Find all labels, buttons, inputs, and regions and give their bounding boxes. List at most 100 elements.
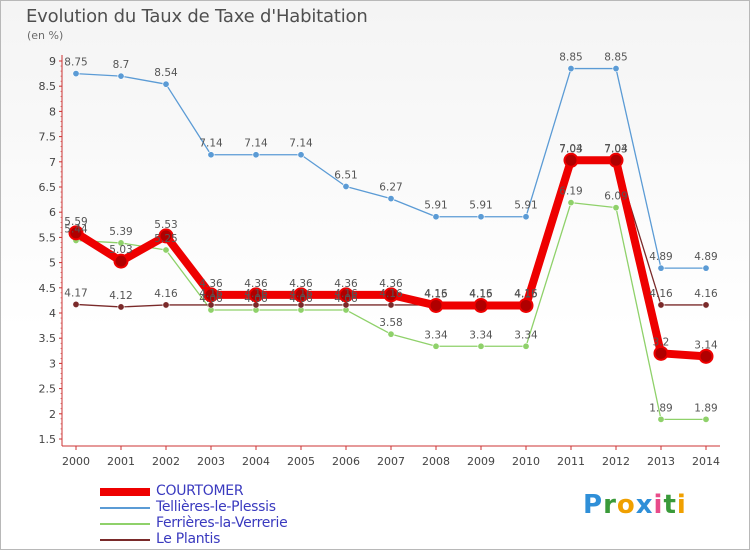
x-tick-label: 2013: [647, 455, 675, 468]
data-point: [657, 264, 665, 272]
data-point: [657, 415, 665, 423]
x-tick-label: 2006: [332, 455, 360, 468]
data-label: 4.36: [244, 278, 268, 290]
data-label: 4.16: [649, 288, 673, 300]
logo-letter: x: [635, 490, 654, 520]
data-point: [293, 287, 309, 303]
data-label: 5.44: [64, 223, 88, 235]
data-label: 4.36: [199, 278, 223, 290]
data-label: 6.27: [379, 182, 402, 194]
data-point: [563, 152, 579, 168]
unit-label: (en %): [27, 29, 64, 42]
y-tick-label: 6: [49, 206, 56, 219]
data-point: [518, 297, 534, 313]
data-point: [612, 65, 620, 73]
data-point: [387, 301, 395, 309]
data-label: 3.34: [514, 329, 538, 341]
data-label: 4.15: [514, 288, 537, 300]
logo-letter: o: [616, 490, 636, 520]
data-label: 3.34: [469, 329, 493, 341]
logo-letter: t: [663, 490, 677, 520]
data-point: [702, 415, 710, 423]
data-point: [203, 287, 219, 303]
data-label: 4.16: [154, 288, 178, 300]
data-label: 7.03: [559, 143, 582, 155]
legend-swatch: [100, 488, 150, 496]
data-label: 5.03: [109, 244, 132, 256]
data-label: 7.03: [604, 143, 627, 155]
data-label: 5.91: [424, 200, 447, 212]
data-label: 4.16: [244, 288, 268, 300]
data-point: [72, 70, 80, 78]
data-point: [342, 182, 350, 190]
data-point: [383, 287, 399, 303]
logo-letter: P: [583, 490, 604, 520]
x-tick-label: 2012: [602, 455, 630, 468]
data-label: 8.85: [604, 52, 627, 64]
data-label: 3.2: [653, 336, 670, 348]
y-tick-label: 9: [49, 55, 56, 68]
data-point: [522, 342, 530, 350]
data-label: 8.54: [154, 67, 178, 79]
data-label: 4.16: [424, 288, 448, 300]
y-tick-label: 7: [49, 156, 56, 169]
y-tick-label: 7.5: [39, 131, 57, 144]
legend-label: Ferrières-la-Verrerie: [156, 515, 288, 531]
x-tick-label: 2003: [197, 455, 225, 468]
x-tick-label: 2009: [467, 455, 495, 468]
data-point: [657, 301, 665, 309]
data-label: 6.19: [559, 186, 582, 198]
data-label: 7.14: [289, 138, 313, 150]
data-point: [432, 213, 440, 221]
x-tick-label: 2008: [422, 455, 450, 468]
data-label: 4.12: [109, 290, 132, 302]
data-point: [68, 225, 84, 241]
data-point: [567, 199, 575, 207]
x-tick-label: 2002: [152, 455, 180, 468]
data-label: 7.14: [244, 138, 268, 150]
data-label: 4.36: [289, 278, 313, 290]
data-point: [117, 72, 125, 80]
data-point: [338, 287, 354, 303]
x-tick-label: 2010: [512, 455, 540, 468]
legend-swatch: [100, 539, 150, 541]
y-tick-label: 1.5: [39, 433, 57, 446]
data-label: 4.17: [64, 287, 87, 299]
data-point: [162, 301, 170, 309]
data-label: 8.85: [559, 52, 582, 64]
data-point: [158, 228, 174, 244]
data-label: 1.89: [649, 402, 672, 414]
data-label: 4.16: [379, 288, 403, 300]
data-label: 4.16: [289, 288, 313, 300]
y-tick-label: 4.5: [39, 282, 57, 295]
data-label: 8.7: [113, 59, 130, 71]
chart-title: Evolution du Taux de Taxe d'Habitation: [26, 6, 368, 27]
x-tick-label: 2000: [62, 455, 90, 468]
data-label: 3.14: [694, 339, 718, 351]
y-tick-label: 2.5: [39, 383, 57, 396]
data-point: [473, 297, 489, 313]
x-tick-label: 2011: [557, 455, 585, 468]
data-label: 4.06: [199, 293, 223, 305]
data-point: [72, 300, 80, 308]
data-label: 3.34: [424, 329, 448, 341]
data-point: [702, 301, 710, 309]
y-tick-label: 4: [49, 307, 56, 320]
proxiti-logo: Proxiti: [583, 490, 687, 520]
x-tick-label: 2014: [692, 455, 720, 468]
data-label: 4.16: [199, 288, 223, 300]
data-label: 4.89: [694, 251, 717, 263]
data-label: 8.75: [64, 57, 87, 69]
data-point: [608, 152, 624, 168]
data-label: 5.91: [469, 200, 492, 212]
x-tick-label: 2004: [242, 455, 270, 468]
data-point: [702, 264, 710, 272]
data-label: 5.53: [154, 219, 177, 231]
data-point: [117, 303, 125, 311]
data-point: [477, 213, 485, 221]
data-label: 4.36: [334, 278, 358, 290]
data-point: [387, 330, 395, 338]
data-label: 4.15: [424, 288, 447, 300]
data-point: [698, 348, 714, 364]
